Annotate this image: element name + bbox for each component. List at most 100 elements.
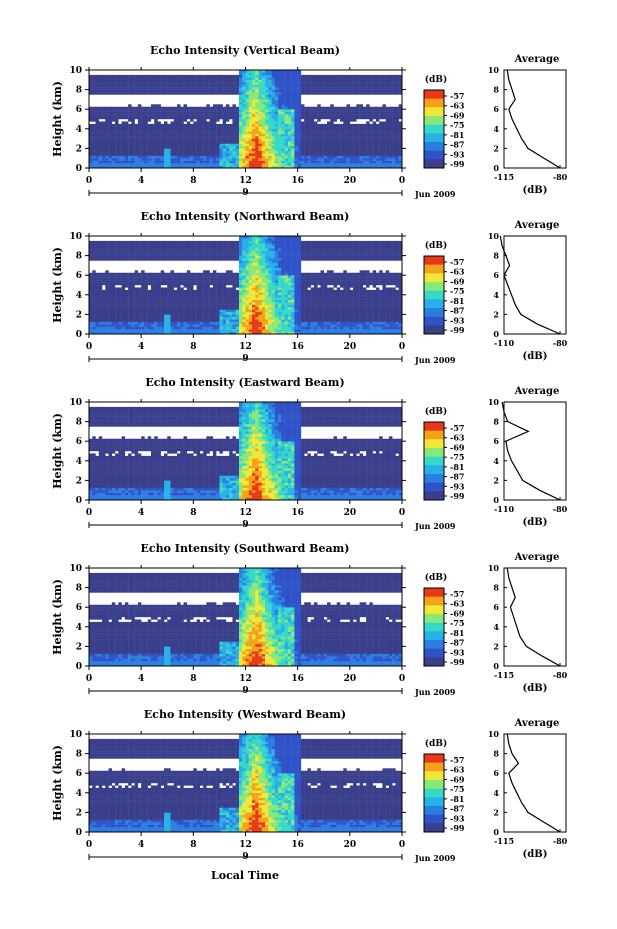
echo-cell xyxy=(177,126,181,129)
echo-cell xyxy=(225,324,230,327)
echo-cell xyxy=(219,324,223,327)
echo-cell xyxy=(225,150,230,154)
echo-cell xyxy=(212,316,217,320)
echo-cell xyxy=(102,311,106,315)
echo-cell xyxy=(385,160,390,164)
echo-cell xyxy=(336,84,341,88)
echo-cell xyxy=(232,304,236,308)
echo-cell xyxy=(137,240,142,244)
echo-cell xyxy=(95,289,99,293)
echo-cell xyxy=(372,87,377,90)
echo-cell xyxy=(203,240,207,244)
echo-cell xyxy=(323,123,328,127)
echo-cell xyxy=(333,153,337,156)
echo-cell xyxy=(173,111,178,115)
echo-cell xyxy=(287,89,292,93)
echo-cell xyxy=(186,275,191,278)
echo-cell xyxy=(379,89,383,93)
echo-cell xyxy=(242,126,246,129)
echo-cell xyxy=(121,123,126,127)
echo-cell xyxy=(366,143,370,147)
echo-cell xyxy=(186,84,191,88)
echo-cell xyxy=(222,314,227,318)
echo-cell xyxy=(281,94,285,98)
echo-cell xyxy=(362,92,367,95)
echo-cell xyxy=(235,77,240,80)
echo-cell xyxy=(343,153,347,156)
echo-cell xyxy=(102,138,106,142)
echo-cell xyxy=(235,141,240,144)
echo-cell xyxy=(144,126,148,129)
echo-cell xyxy=(216,145,220,149)
echo-cell xyxy=(216,126,220,129)
echo-cell xyxy=(118,316,122,320)
echo-cell xyxy=(274,128,279,132)
echo-cell xyxy=(115,145,119,149)
echo-cell xyxy=(183,163,188,166)
echo-cell xyxy=(375,126,380,129)
echo-cell xyxy=(124,282,129,286)
echo-cell xyxy=(392,74,396,78)
echo-cell xyxy=(261,141,266,144)
echo-cell xyxy=(271,136,276,139)
echo-cell xyxy=(209,250,214,254)
echo-cell xyxy=(225,143,230,147)
echo-cell xyxy=(199,111,204,115)
echo-cell xyxy=(150,84,155,88)
echo-cell xyxy=(141,289,145,293)
echo-cell xyxy=(333,116,337,120)
echo-cell xyxy=(173,331,178,335)
echo-cell xyxy=(398,148,403,152)
echo-cell xyxy=(163,292,168,295)
echo-cell xyxy=(310,163,315,166)
echo-cell xyxy=(297,74,302,78)
echo-cell xyxy=(313,84,318,88)
echo-cell xyxy=(248,79,253,83)
echo-cell xyxy=(134,89,139,93)
echo-cell xyxy=(336,74,341,78)
echo-cell xyxy=(89,311,93,315)
echo-cell xyxy=(177,153,181,156)
echo-cell xyxy=(392,89,396,93)
echo-cell xyxy=(284,158,289,161)
echo-cell xyxy=(395,131,399,134)
echo-cell xyxy=(261,104,266,107)
echo-cell xyxy=(362,123,367,127)
echo-cell xyxy=(398,74,403,78)
echo-cell xyxy=(212,123,217,127)
echo-cell xyxy=(245,160,249,164)
echo-cell xyxy=(150,128,155,132)
echo-cell xyxy=(300,74,305,78)
echo-cell xyxy=(398,136,403,139)
echo-cell xyxy=(173,163,178,166)
echo-cell xyxy=(333,109,337,112)
echo-cell xyxy=(287,94,292,98)
echo-cell xyxy=(242,163,246,166)
echo-cell xyxy=(287,133,292,137)
echo-cell xyxy=(177,258,181,261)
echo-cell xyxy=(92,255,96,259)
echo-cell xyxy=(111,292,116,295)
echo-cell xyxy=(89,314,93,318)
echo-cell xyxy=(157,282,161,286)
echo-cell xyxy=(92,243,96,246)
echo-cell xyxy=(238,153,243,156)
echo-cell xyxy=(193,84,197,88)
echo-cell xyxy=(313,143,318,147)
echo-cell xyxy=(173,292,178,295)
echo-cell xyxy=(163,248,168,251)
echo-cell xyxy=(271,163,276,166)
echo-cell xyxy=(147,111,152,115)
echo-cell xyxy=(242,101,246,105)
echo-cell xyxy=(111,106,116,110)
echo-cell xyxy=(190,299,194,303)
echo-cell xyxy=(131,114,135,117)
echo-cell xyxy=(124,240,129,244)
echo-cell xyxy=(349,106,354,110)
echo-cell xyxy=(359,148,364,152)
echo-cell xyxy=(128,311,132,315)
echo-cell xyxy=(294,111,298,115)
echo-cell xyxy=(284,116,289,120)
echo-cell xyxy=(385,79,390,83)
echo-cell xyxy=(291,106,295,110)
